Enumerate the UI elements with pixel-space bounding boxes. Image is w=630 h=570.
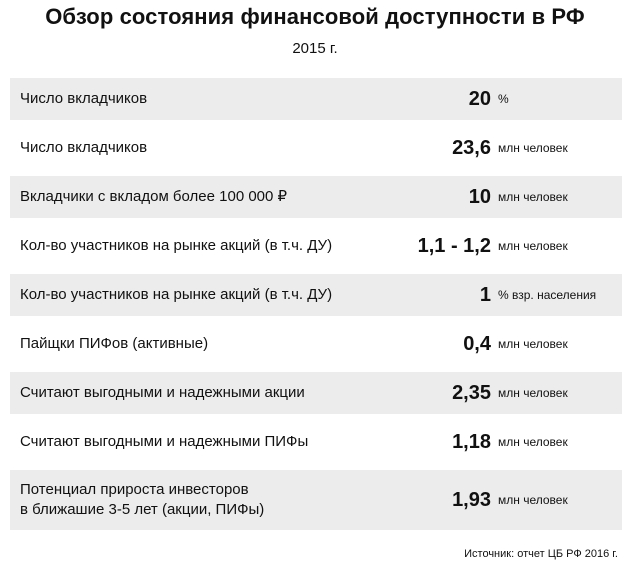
- row-unit: млн человек: [498, 337, 568, 351]
- table-row: Вкладчики с вкладом более 100 000 ₽ 10 м…: [10, 176, 622, 218]
- row-value: 23,6: [452, 136, 491, 159]
- stats-table: Число вкладчиков 20 % Число вкладчиков 2…: [10, 78, 622, 537]
- row-label: Считают выгодными и надежными акции: [20, 384, 305, 401]
- row-value: 10: [468, 185, 491, 208]
- row-unit: млн человек: [498, 493, 568, 507]
- row-label: Число вкладчиков: [20, 90, 148, 107]
- row-label: Кол-во участников на рынке акций (в т.ч.…: [20, 237, 333, 254]
- row-unit: млн человек: [498, 435, 568, 449]
- row-value: 1: [479, 283, 491, 306]
- row-label: Кол-во участников на рынке акций (в т.ч.…: [20, 286, 333, 303]
- row-value: 1,18: [452, 430, 491, 453]
- row-value: 1,1 - 1,2: [417, 234, 491, 257]
- row-value: 2,35: [452, 381, 491, 404]
- row-unit: млн человек: [498, 239, 568, 253]
- row-label: Число вкладчиков: [20, 139, 148, 156]
- table-row: Кол-во участников на рынке акций (в т.ч.…: [10, 225, 622, 267]
- table-row: Потенциал прироста инвесторов в ближашие…: [10, 470, 622, 530]
- row-unit: млн человек: [498, 190, 568, 204]
- table-row: Число вкладчиков 23,6 млн человек: [10, 127, 622, 169]
- row-unit: %: [498, 92, 509, 106]
- row-label: Считают выгодными и надежными ПИФы: [20, 433, 309, 450]
- source-note: Источник: отчет ЦБ РФ 2016 г.: [464, 548, 618, 560]
- row-label: Потенциал прироста инвесторов в ближашие…: [20, 481, 265, 518]
- table-row: Считают выгодными и надежными акции 2,35…: [10, 372, 622, 414]
- row-unit: % взр. населения: [498, 288, 597, 302]
- row-value: 1,93: [452, 488, 491, 511]
- table-row: Число вкладчиков 20 %: [10, 78, 622, 120]
- row-value: 0,4: [463, 332, 491, 355]
- table-row: Кол-во участников на рынке акций (в т.ч.…: [10, 274, 622, 316]
- row-unit: млн человек: [498, 141, 568, 155]
- table-row: Пайщки ПИФов (активные) 0,4 млн человек: [10, 323, 622, 365]
- row-label: Вкладчики с вкладом более 100 000 ₽: [20, 188, 288, 205]
- row-label: Пайщки ПИФов (активные): [20, 335, 209, 352]
- row-value: 20: [468, 87, 491, 110]
- table-row: Считают выгодными и надежными ПИФы 1,18 …: [10, 421, 622, 463]
- page-title: Обзор состояния финансовой доступности в…: [45, 4, 585, 29]
- row-unit: млн человек: [498, 386, 568, 400]
- page-subtitle: 2015 г.: [292, 40, 338, 57]
